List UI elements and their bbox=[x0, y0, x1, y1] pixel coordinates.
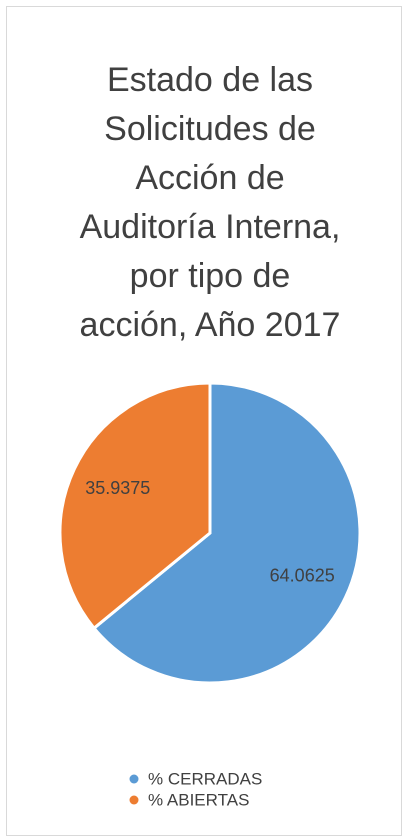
data-label: 35.9375 bbox=[85, 478, 150, 498]
pie-slice bbox=[91, 381, 362, 685]
pie-slice bbox=[58, 381, 212, 631]
chart-title: Estado de las Solicitudes de Acción de A… bbox=[79, 61, 341, 344]
data-label: 64.0625 bbox=[270, 565, 335, 585]
legend-marker bbox=[129, 774, 139, 784]
legend-marker bbox=[129, 795, 139, 805]
legend-label: % CERRADAS bbox=[148, 769, 262, 788]
legend-label: % ABIERTAS bbox=[148, 790, 249, 809]
